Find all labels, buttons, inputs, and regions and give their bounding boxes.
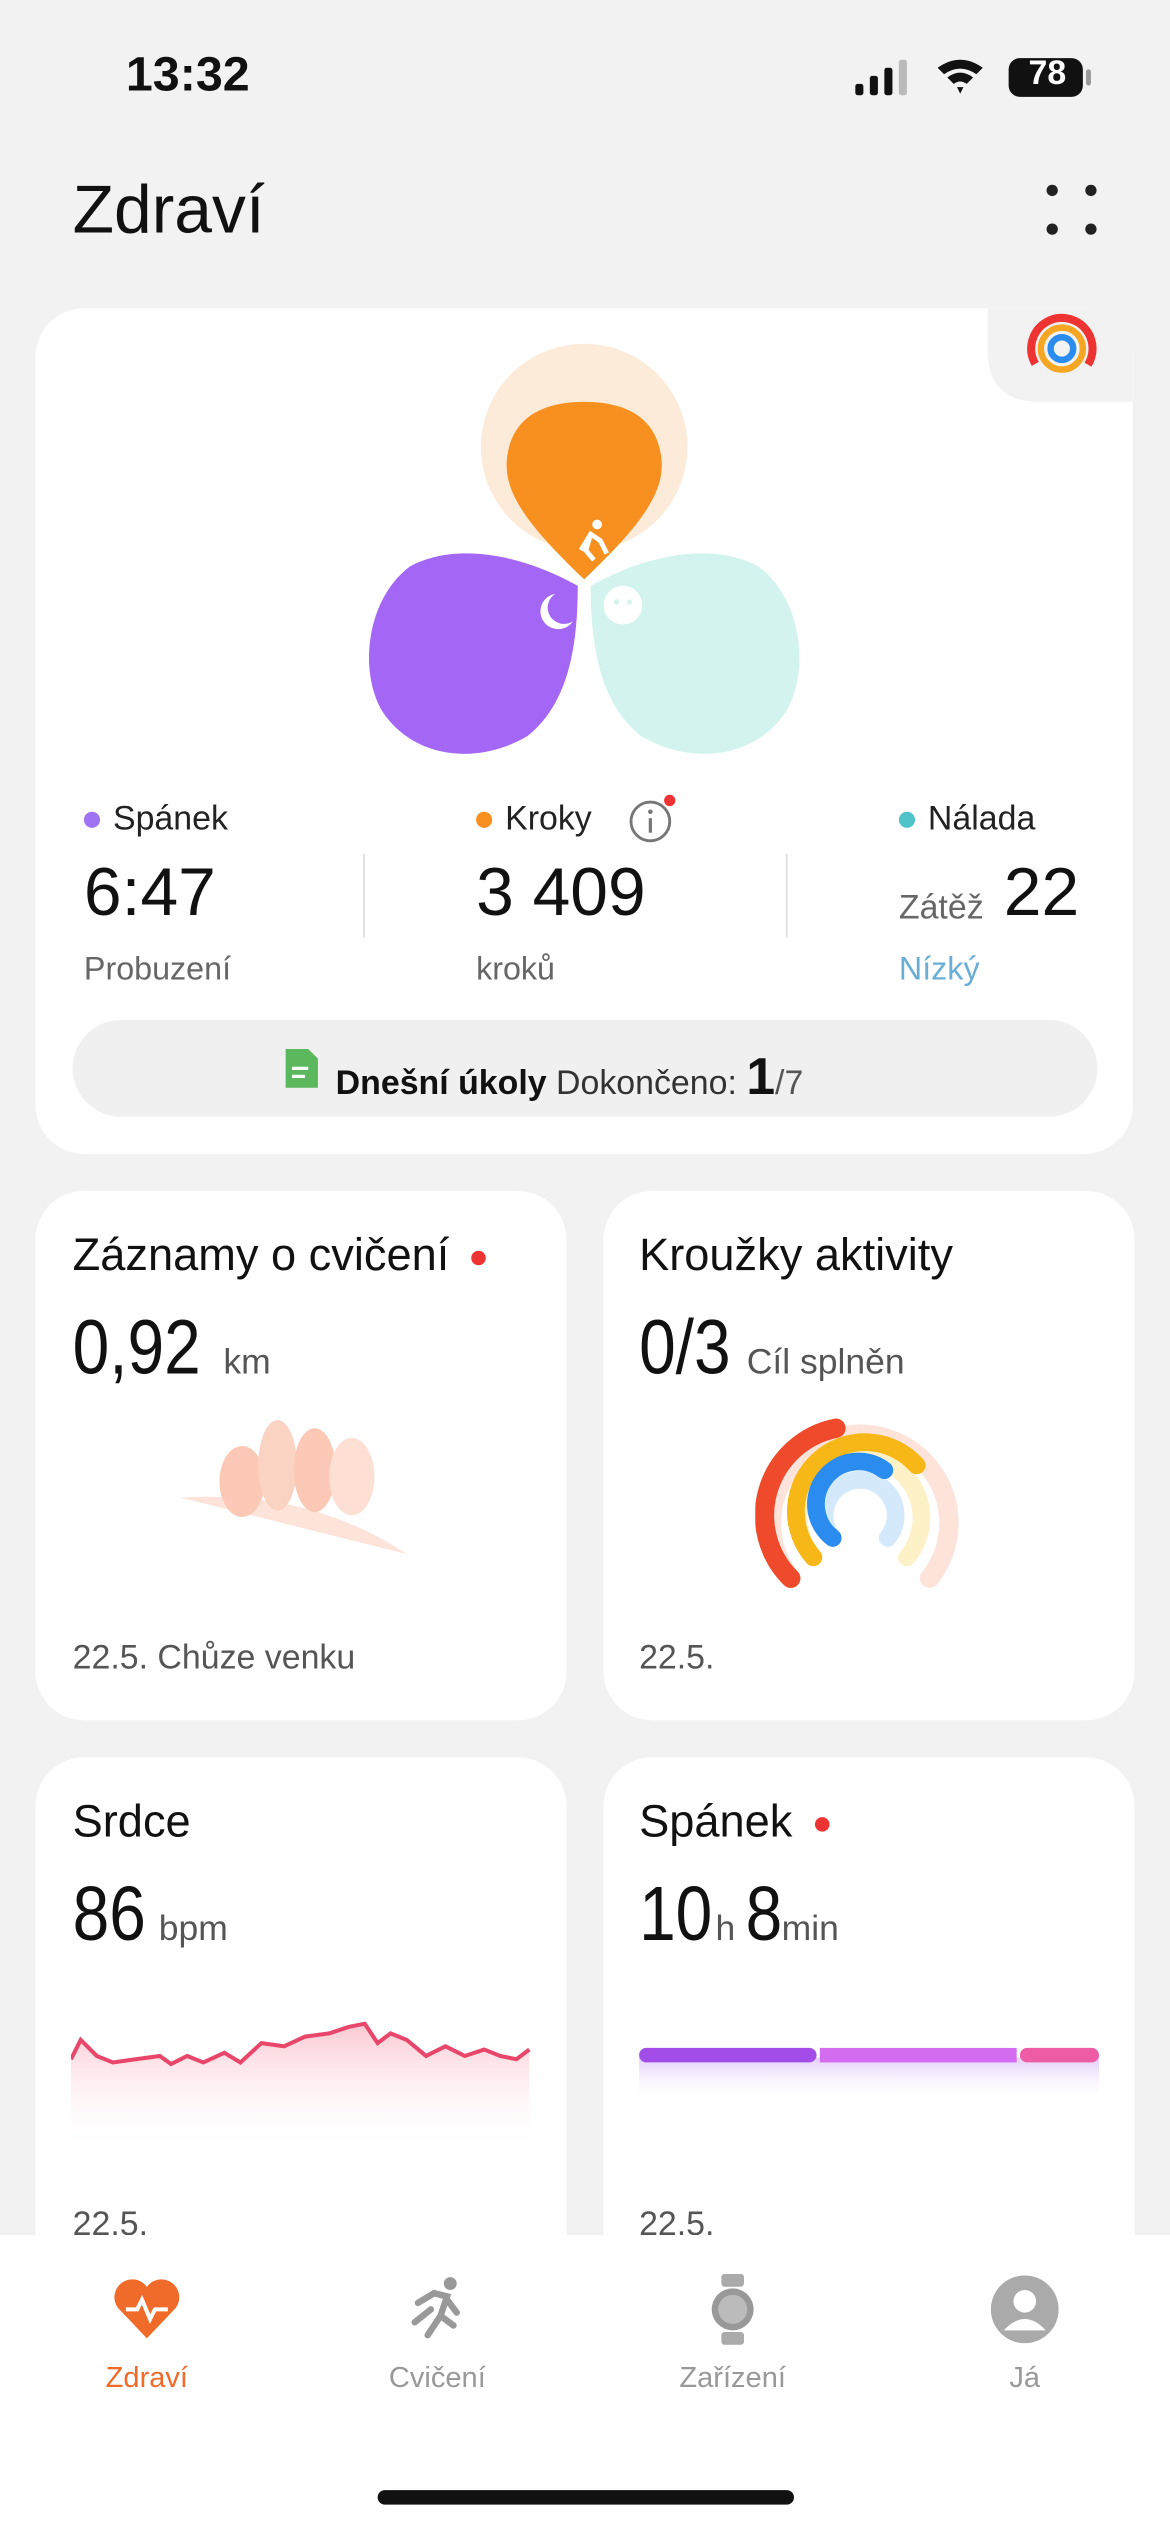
tab-icon-device	[711, 2273, 754, 2345]
steps-label-text: Kroky	[505, 800, 592, 838]
tab-label[interactable]: Cvičení	[388, 2360, 486, 2394]
mood-value: 22	[1003, 853, 1080, 930]
status-icons	[855, 58, 1091, 97]
steps-sub: kroků	[476, 952, 555, 988]
tab-icon-health	[114, 2279, 180, 2339]
exercise-illustration	[180, 1420, 407, 1555]
exercise-card[interactable]: Záznamy o cvičení 0,92 km 22.5. Chůze ven…	[35, 1190, 567, 1721]
card-title: Kroužky aktivity	[639, 1229, 953, 1280]
tab-icon-exercise	[411, 2277, 460, 2339]
mood-prefix: Zátěž	[898, 889, 984, 927]
divider	[363, 853, 365, 938]
sleep-card[interactable]: Spánek 10 h 8min 22.5.	[603, 1757, 1135, 2287]
menu-button[interactable]	[1039, 178, 1104, 243]
tasks-icon	[285, 1048, 318, 1088]
card-value: 0/3 Cíl splněn	[639, 1304, 905, 1393]
heart-card[interactable]: Srdce 86 bpm 22.5.	[35, 1757, 567, 2287]
tab-icon-me	[990, 2275, 1059, 2344]
activity-card[interactable]: Kroužky aktivity 0/3 Cíl splněn 22.5.	[603, 1190, 1135, 1721]
status-time: 13:32	[125, 48, 250, 102]
card-title: Srdce	[72, 1796, 191, 1847]
card-title: Spánek	[639, 1796, 842, 1848]
mood-sub: Nízký	[898, 952, 980, 988]
steps-value: 3 409	[476, 853, 646, 930]
unit: km	[223, 1341, 271, 1382]
card-footer: 22.5. Chůze venku	[72, 1639, 356, 1677]
value: 0/3	[639, 1305, 731, 1392]
home-indicator	[377, 2490, 794, 2505]
tasks-text: Dnešní úkoly Dokončeno: 1/7	[336, 1047, 804, 1107]
sleep-value: 6:47	[83, 853, 216, 930]
tasks-total: /7	[775, 1065, 804, 1103]
sleep-label: Spánek	[83, 800, 228, 839]
card-title-text: Záznamy o cvičení	[72, 1229, 450, 1280]
card-title: Záznamy o cvičení	[73, 1230, 499, 1282]
heart-chart	[71, 2021, 531, 2153]
unit: bpm	[158, 1907, 228, 1948]
card-value: 10 h 8min	[639, 1870, 839, 1959]
value: 86	[72, 1872, 146, 1958]
divider	[785, 853, 788, 938]
card-title-text: Spánek	[639, 1796, 793, 1847]
tasks-pill[interactable]: Dnešní úkoly Dokončeno: 1/7	[72, 1019, 1098, 1117]
tab-label[interactable]: Zařízení	[679, 2360, 786, 2394]
mood-label-text: Nálada	[927, 800, 1036, 838]
tasks-done-label: Dokončeno:	[556, 1065, 737, 1103]
sleep-sub: Probuzení	[83, 952, 232, 988]
tab-label[interactable]: Já	[1009, 2360, 1041, 2394]
summary-card[interactable]: Spánek 6:47 Probuzení Kroky 3 409 kroků …	[35, 308, 1133, 1154]
card-value: 0,92 km	[73, 1304, 271, 1393]
activity-rings	[755, 1418, 959, 1588]
page-title: Zdraví	[72, 171, 265, 247]
sleep-label-text: Spánek	[112, 800, 228, 838]
tasks-title: Dnešní úkoly	[335, 1065, 547, 1103]
unit: h	[715, 1907, 736, 1948]
battery-level: 78	[1028, 54, 1067, 92]
info-icon[interactable]	[626, 792, 681, 847]
unit: Cíl splněn	[746, 1341, 905, 1382]
tab-label[interactable]: Zdraví	[105, 2360, 189, 2394]
value2: 8	[744, 1872, 782, 1958]
mood-label: Nálada	[898, 800, 1036, 839]
health-flower	[369, 308, 1133, 754]
tab-bar: Zdraví Cvičení Zařízení Já	[0, 2235, 1170, 2532]
value: 10	[639, 1872, 713, 1958]
sleep-bar	[639, 2047, 1099, 2103]
unit2: min	[781, 1907, 839, 1948]
tasks-done: 1	[746, 1047, 776, 1106]
card-value: 86 bpm	[73, 1870, 228, 1959]
steps-label: Kroky	[476, 800, 592, 839]
value: 0,92	[72, 1305, 201, 1392]
card-footer: 22.5.	[639, 1639, 715, 1677]
